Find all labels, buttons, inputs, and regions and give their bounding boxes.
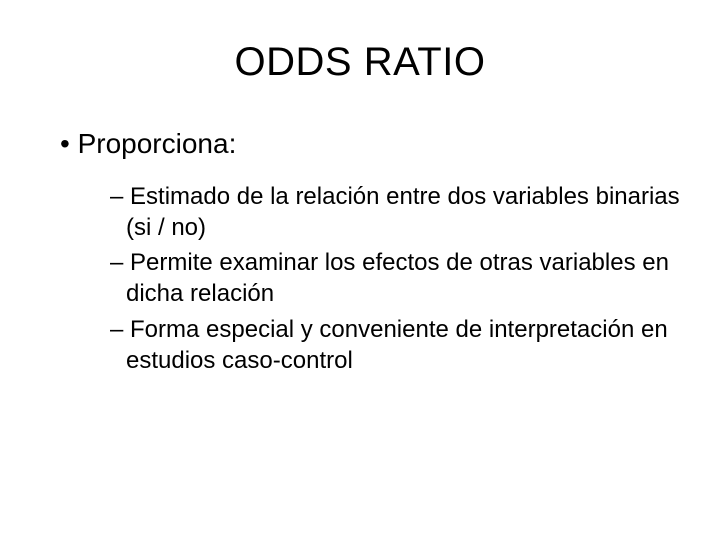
slide-title: ODDS RATIO [0,40,720,85]
bullet-level2: Estimado de la relación entre dos variab… [110,181,680,243]
bullet-level1: Proporciona: [60,125,680,163]
sub-bullet-list: Estimado de la relación entre dos variab… [60,181,680,376]
bullet-level2: Permite examinar los efectos de otras va… [110,247,680,309]
slide-body: Proporciona: Estimado de la relación ent… [0,125,720,376]
bullet-level2: Forma especial y conveniente de interpre… [110,314,680,376]
slide: ODDS RATIO Proporciona: Estimado de la r… [0,40,720,540]
